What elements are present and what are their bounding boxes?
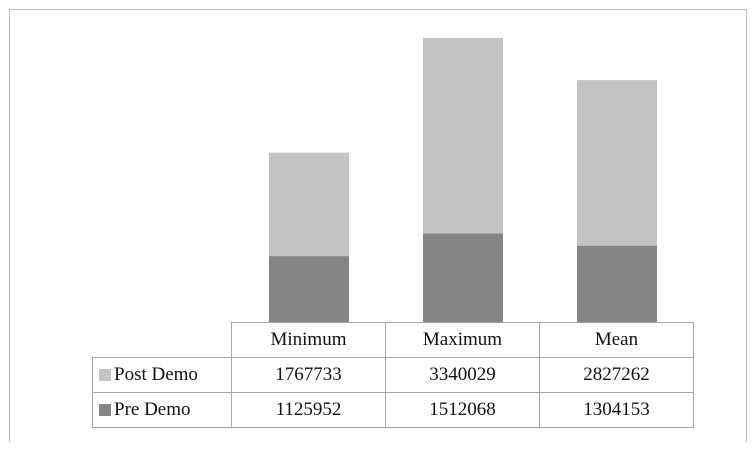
pre-demo-minimum-value: 1125952 — [231, 392, 386, 428]
bar-post-demo-maximum — [423, 37, 503, 234]
pre-demo-mean-value: 1304153 — [539, 392, 694, 428]
table-header-row: Minimum Maximum Mean — [92, 322, 694, 358]
bar-post-demo-mean — [577, 80, 657, 246]
chart-frame — [9, 9, 747, 442]
table-row-pre-demo: Pre Demo 1125952 1512068 1304153 — [92, 392, 694, 428]
pre-demo-swatch — [99, 404, 111, 416]
post-demo-minimum-value: 1767733 — [231, 357, 386, 393]
legend-post-demo: Post Demo — [92, 357, 232, 393]
pre-demo-maximum-value: 1512068 — [385, 392, 540, 428]
chart-data-table: Minimum Maximum Mean Post Demo 1767733 3… — [92, 322, 694, 428]
post-demo-mean-value: 2827262 — [539, 357, 694, 393]
category-minimum: Minimum — [231, 322, 386, 358]
legend-pre-demo: Pre Demo — [92, 392, 232, 428]
bar-pre-demo-minimum — [269, 256, 349, 322]
post-demo-maximum-value: 3340029 — [385, 357, 540, 393]
bar-pre-demo-maximum — [423, 233, 503, 322]
table-row-post-demo: Post Demo 1767733 3340029 2827262 — [92, 357, 694, 393]
pre-demo-label: Pre Demo — [114, 399, 191, 420]
category-maximum: Maximum — [385, 322, 540, 358]
post-demo-swatch — [99, 369, 111, 381]
bar-pre-demo-mean — [577, 245, 657, 322]
post-demo-label: Post Demo — [114, 364, 198, 385]
bar-post-demo-minimum — [269, 152, 349, 257]
table-corner-cell — [92, 322, 232, 358]
category-mean: Mean — [539, 322, 694, 358]
